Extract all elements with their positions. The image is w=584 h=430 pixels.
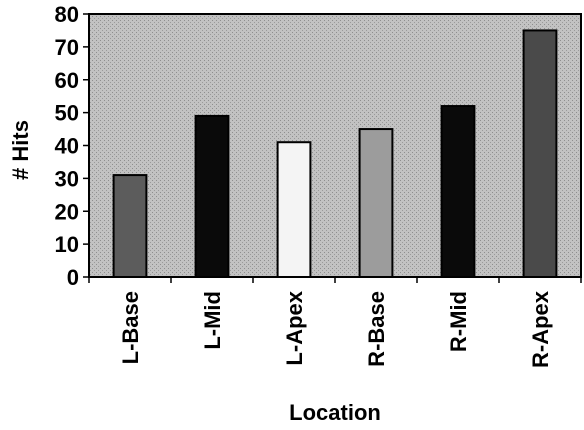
y-tick-label: 30: [55, 166, 79, 191]
x-axis-title: Location: [289, 400, 381, 425]
y-axis-ticks: 0 10 20 30 40 50 60 70 80: [55, 2, 89, 290]
bars: [112, 29, 558, 278]
bar-r-base: [358, 128, 394, 278]
x-tick-label-l-mid: L-Mid: [200, 291, 225, 350]
y-tick-label: 10: [55, 232, 79, 257]
x-tick-label-l-base: L-Base: [118, 291, 143, 364]
y-tick-label: 20: [55, 199, 79, 224]
bar-l-mid: [194, 114, 230, 278]
x-tick-label-r-apex: R-Apex: [528, 290, 553, 368]
bar-l-base: [112, 174, 148, 278]
bar-r-apex: [522, 29, 558, 278]
plot-area: [88, 13, 582, 278]
bar-l-apex: [276, 141, 312, 278]
y-tick-label: 40: [55, 134, 79, 159]
y-tick-label: 50: [55, 101, 79, 126]
y-tick-label: 80: [55, 2, 79, 27]
bar-r-mid: [440, 105, 476, 278]
x-tick-label-r-mid: R-Mid: [446, 291, 471, 352]
x-axis-ticks: L-Base L-Mid L-Apex R-Base R-Mid R-Apex: [88, 277, 582, 368]
y-axis-title: # Hits: [8, 120, 33, 180]
y-tick-label: 60: [55, 68, 79, 93]
x-tick-label-l-apex: L-Apex: [282, 290, 307, 365]
y-tick-label: 0: [67, 265, 79, 290]
x-tick-label-r-base: R-Base: [364, 291, 389, 367]
y-tick-label: 70: [55, 35, 79, 60]
